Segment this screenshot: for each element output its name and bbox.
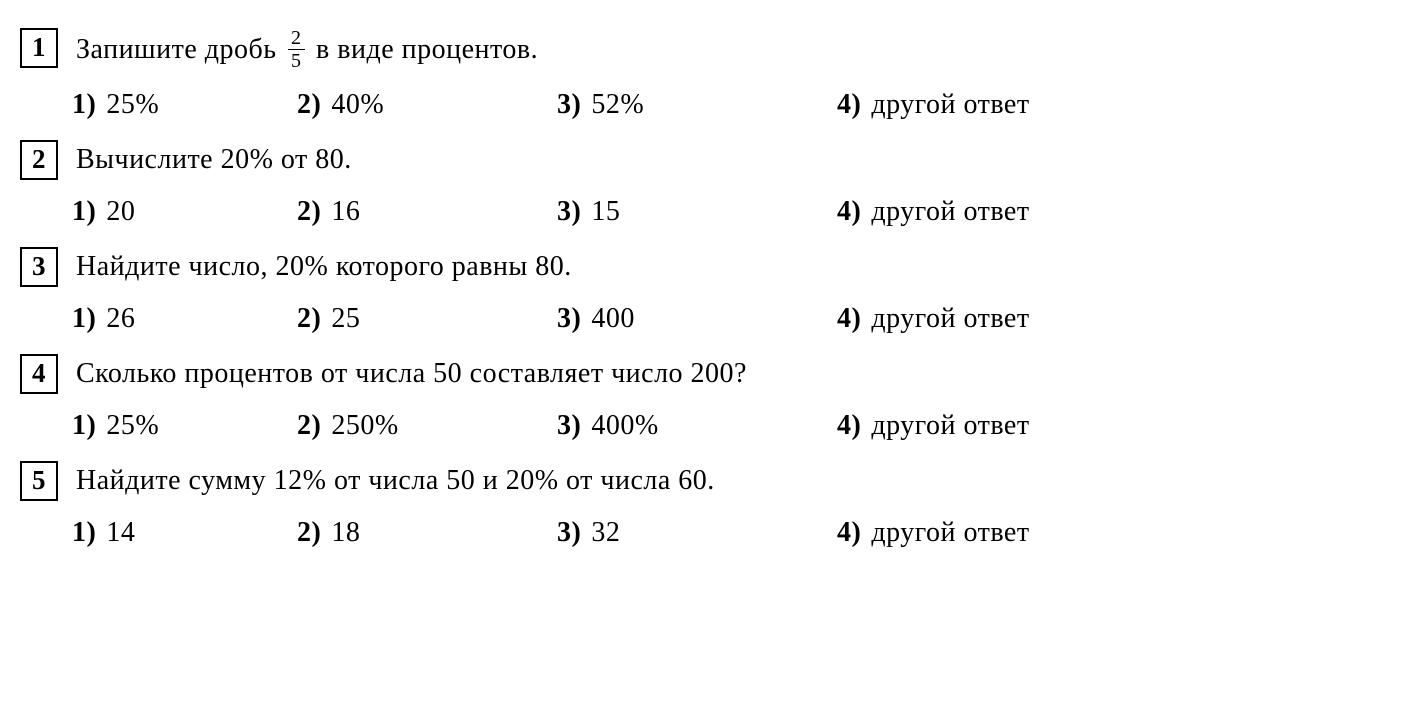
option-number: 4): [837, 194, 861, 229]
problem-3-prompt-row: 3 Найдите число, 20% которого равны 80.: [20, 247, 1361, 287]
problem-4-options: 1) 25% 2) 250% 3) 400% 4) другой ответ: [20, 408, 1361, 443]
option: 2) 40%: [297, 87, 557, 122]
option: 2) 16: [297, 194, 557, 229]
option: 1) 20: [72, 194, 297, 229]
option-number: 1): [72, 301, 96, 336]
problem-2: 2 Вычислите 20% от 80. 1) 20 2) 16 3) 15…: [20, 140, 1361, 229]
option-value: другой ответ: [871, 515, 1029, 550]
option-number: 1): [72, 515, 96, 550]
option: 3) 15: [557, 194, 837, 229]
problem-number-box: 4: [20, 354, 58, 394]
option-value: 18: [331, 515, 360, 550]
option-value: другой ответ: [871, 408, 1029, 443]
fraction-denominator: 5: [288, 49, 305, 71]
problem-5: 5 Найдите сумму 12% от числа 50 и 20% от…: [20, 461, 1361, 550]
option-value: 16: [331, 194, 360, 229]
option-number: 2): [297, 301, 321, 336]
problem-number-box: 5: [20, 461, 58, 501]
problem-1-options: 1) 25% 2) 40% 3) 52% 4) другой ответ: [20, 87, 1361, 122]
problem-number-box: 1: [20, 28, 58, 68]
problem-5-prompt: Найдите сумму 12% от числа 50 и 20% от ч…: [76, 461, 1361, 498]
option-value: 400: [591, 301, 635, 336]
option-number: 2): [297, 194, 321, 229]
option: 2) 250%: [297, 408, 557, 443]
option-number: 2): [297, 87, 321, 122]
option-value: 40%: [331, 87, 384, 122]
option-number: 3): [557, 194, 581, 229]
option: 4) другой ответ: [837, 194, 1030, 229]
option-number: 4): [837, 301, 861, 336]
option-value: 400%: [591, 408, 658, 443]
option-number: 3): [557, 515, 581, 550]
option: 2) 25: [297, 301, 557, 336]
option: 1) 25%: [72, 87, 297, 122]
option-number: 4): [837, 87, 861, 122]
option-number: 1): [72, 194, 96, 229]
prompt-text-after: в виде процентов.: [316, 34, 538, 65]
problem-4-prompt: Сколько процентов от числа 50 составляет…: [76, 354, 1361, 391]
option-number: 3): [557, 87, 581, 122]
option-number: 3): [557, 301, 581, 336]
problem-4-prompt-row: 4 Сколько процентов от числа 50 составля…: [20, 354, 1361, 394]
problem-number-box: 2: [20, 140, 58, 180]
option: 4) другой ответ: [837, 515, 1030, 550]
option: 4) другой ответ: [837, 87, 1030, 122]
option-value: 52%: [591, 87, 644, 122]
option: 3) 400%: [557, 408, 837, 443]
prompt-text-before: Запишите дробь: [76, 34, 284, 65]
option-value: 32: [591, 515, 620, 550]
option-value: другой ответ: [871, 301, 1029, 336]
option-number: 1): [72, 408, 96, 443]
problem-2-options: 1) 20 2) 16 3) 15 4) другой ответ: [20, 194, 1361, 229]
option: 1) 25%: [72, 408, 297, 443]
problem-3: 3 Найдите число, 20% которого равны 80. …: [20, 247, 1361, 336]
problem-4: 4 Сколько процентов от числа 50 составля…: [20, 354, 1361, 443]
option: 2) 18: [297, 515, 557, 550]
problem-number-box: 3: [20, 247, 58, 287]
option-value: 20: [106, 194, 135, 229]
option-value: другой ответ: [871, 87, 1029, 122]
option-number: 4): [837, 515, 861, 550]
option-value: другой ответ: [871, 194, 1029, 229]
problem-5-options: 1) 14 2) 18 3) 32 4) другой ответ: [20, 515, 1361, 550]
problem-1-prompt-row: 1 Запишите дробь 2 5 в виде процентов.: [20, 28, 1361, 73]
fraction: 2 5: [288, 28, 305, 71]
option-value: 26: [106, 301, 135, 336]
problem-2-prompt-row: 2 Вычислите 20% от 80.: [20, 140, 1361, 180]
option: 1) 26: [72, 301, 297, 336]
option-value: 15: [591, 194, 620, 229]
problem-1-prompt: Запишите дробь 2 5 в виде процентов.: [76, 28, 1361, 73]
option-value: 25%: [106, 408, 159, 443]
fraction-numerator: 2: [288, 28, 305, 49]
problem-2-prompt: Вычислите 20% от 80.: [76, 140, 1361, 177]
option: 4) другой ответ: [837, 408, 1030, 443]
problem-1: 1 Запишите дробь 2 5 в виде процентов. 1…: [20, 28, 1361, 122]
option-value: 14: [106, 515, 135, 550]
option-number: 1): [72, 87, 96, 122]
option-number: 2): [297, 408, 321, 443]
option: 1) 14: [72, 515, 297, 550]
problem-3-options: 1) 26 2) 25 3) 400 4) другой ответ: [20, 301, 1361, 336]
option: 4) другой ответ: [837, 301, 1030, 336]
option: 3) 400: [557, 301, 837, 336]
option-number: 4): [837, 408, 861, 443]
problem-5-prompt-row: 5 Найдите сумму 12% от числа 50 и 20% от…: [20, 461, 1361, 501]
option: 3) 52%: [557, 87, 837, 122]
problem-3-prompt: Найдите число, 20% которого равны 80.: [76, 247, 1361, 284]
option-value: 25%: [106, 87, 159, 122]
option: 3) 32: [557, 515, 837, 550]
option-value: 25: [331, 301, 360, 336]
option-number: 2): [297, 515, 321, 550]
option-number: 3): [557, 408, 581, 443]
option-value: 250%: [331, 408, 398, 443]
